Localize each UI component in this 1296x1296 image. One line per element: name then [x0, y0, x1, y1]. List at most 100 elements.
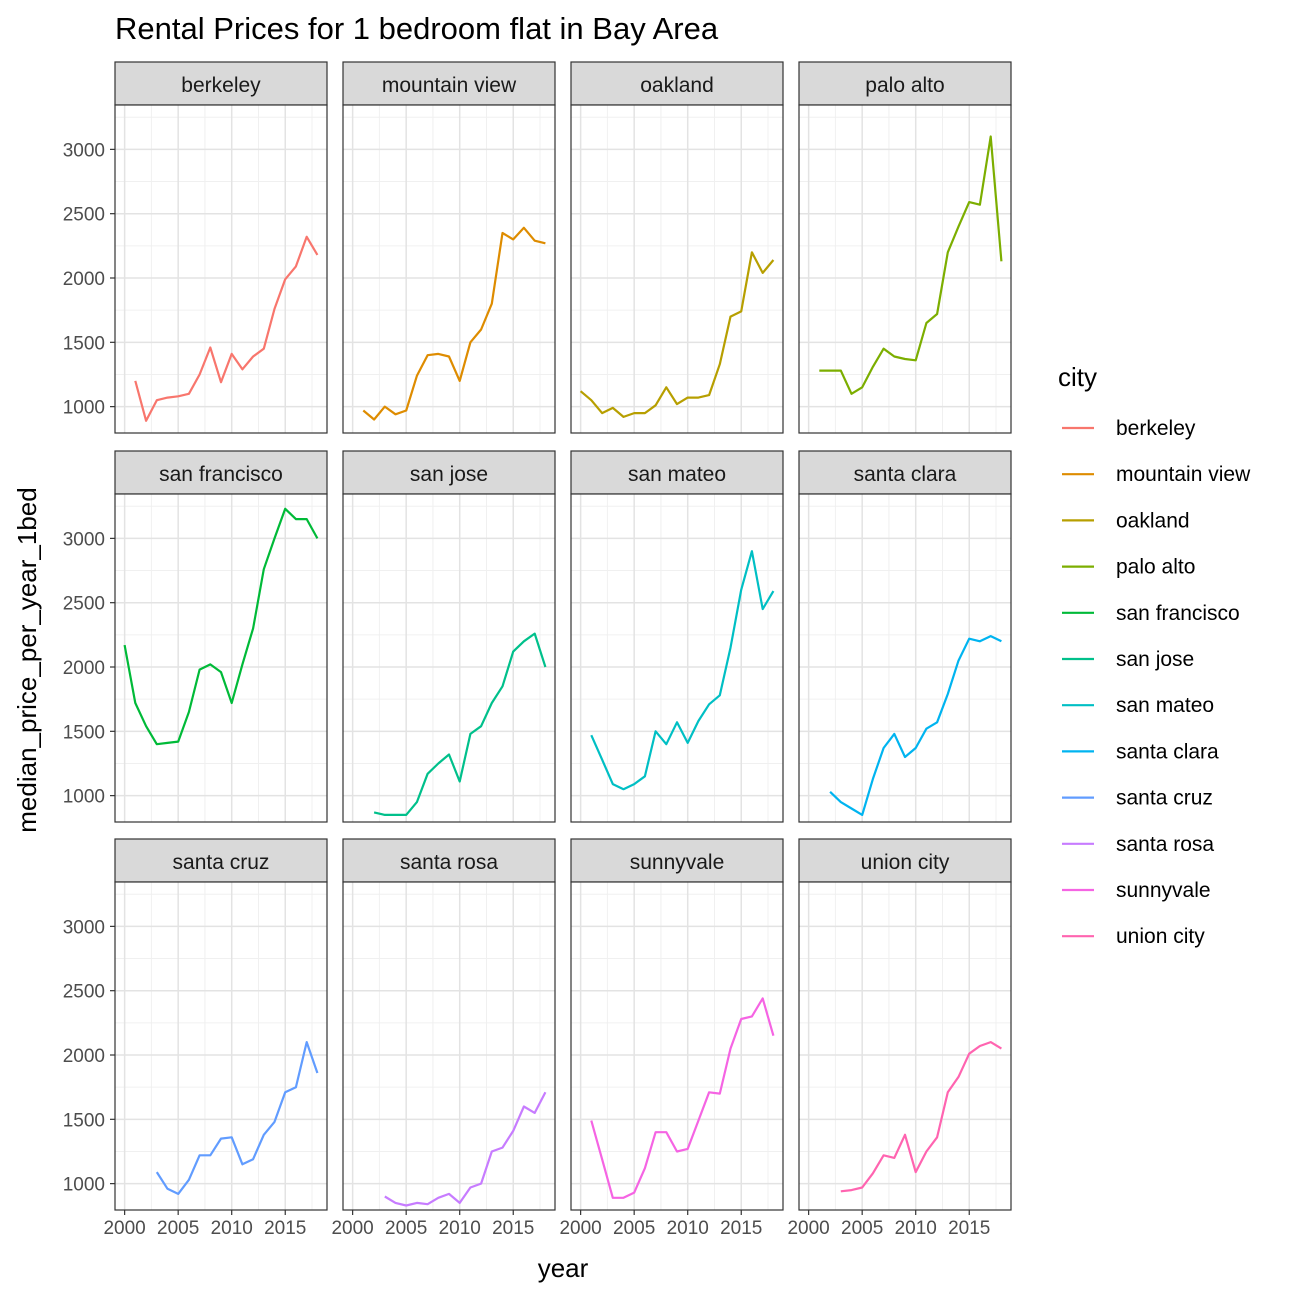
x-tick-label: 2000: [103, 1218, 145, 1239]
panel-background: [115, 105, 327, 433]
legend-label: san jose: [1116, 648, 1194, 671]
x-tick-label: 2015: [264, 1218, 306, 1239]
legend-item-oakland: oakland: [1062, 509, 1190, 532]
legend: city berkeley mountain view oakland palo al…: [1058, 362, 1251, 948]
panel-border: [342, 104, 556, 434]
facet-strip-label: san francisco: [159, 463, 283, 486]
facet-strip-label: santa cruz: [173, 851, 270, 874]
legend-item-berkeley: berkeley: [1062, 417, 1196, 440]
panel-background: [799, 882, 1011, 1210]
x-tick-label: 2010: [211, 1218, 253, 1239]
facet-strip-label: san jose: [410, 463, 488, 486]
panel-background: [571, 494, 783, 822]
y-axis-tick-labels: 1000 1500 2000 2500 3000 1000 1500 2000 2500 3000…: [63, 140, 115, 1196]
x-tick-label: 2010: [439, 1218, 481, 1239]
y-tick-label: 1500: [63, 722, 105, 743]
facet-strip: [342, 450, 556, 495]
x-tick-label: 2000: [787, 1218, 829, 1239]
legend-item-union-city: union city: [1062, 925, 1205, 948]
y-tick-label: 1500: [63, 333, 105, 354]
facet-strip: [570, 838, 784, 883]
legend-label: san francisco: [1116, 602, 1240, 625]
facet-panel-santa-clara: santa clara: [798, 450, 1012, 823]
panel-border: [114, 104, 328, 434]
x-tick-label: 2010: [895, 1218, 937, 1239]
legend-label: union city: [1116, 925, 1205, 948]
facet-strip-label: santa rosa: [400, 851, 498, 874]
facet-panel-oakland: oakland: [570, 61, 784, 434]
series-line-union-city: [840, 1040, 1002, 1193]
series-line-palo-alto: [819, 135, 1003, 395]
panel-background: [115, 494, 327, 822]
legend-item-san-francisco: san francisco: [1062, 602, 1240, 625]
facet-strip: [570, 450, 784, 495]
panel-border: [570, 881, 784, 1211]
panel-background: [343, 882, 555, 1210]
x-tick-label: 2005: [613, 1218, 655, 1239]
panel-background: [571, 105, 783, 433]
facet-strip-label: berkeley: [181, 74, 261, 97]
facet-strip-label: santa clara: [854, 463, 957, 486]
x-axis-title: year: [538, 1253, 589, 1283]
panel-border: [570, 493, 784, 823]
facet-panel-sunnyvale: sunnyvale: [570, 838, 784, 1211]
y-tick-label: 2500: [63, 594, 105, 615]
panel-border: [798, 881, 1012, 1211]
panel-border: [570, 104, 784, 434]
panel-border: [342, 881, 556, 1211]
legend-label: san mateo: [1116, 694, 1214, 717]
chart-title: Rental Prices for 1 bedroom flat in Bay …: [115, 11, 719, 46]
x-tick-label: 2010: [667, 1218, 709, 1239]
panel-border: [114, 881, 328, 1211]
panel-background: [799, 494, 1011, 822]
legend-item-mountain-view: mountain view: [1062, 463, 1251, 486]
legend-label: palo alto: [1116, 556, 1195, 579]
legend-item-santa-clara: santa clara: [1062, 740, 1219, 763]
legend-label: santa cruz: [1116, 787, 1213, 810]
y-tick-label: 1000: [63, 398, 105, 419]
legend-item-santa-rosa: santa rosa: [1062, 833, 1214, 856]
facet-strip: [342, 838, 556, 883]
panel-background: [799, 105, 1011, 433]
panel-background: [343, 494, 555, 822]
series-line-san-jose: [373, 632, 547, 817]
y-tick-label: 3000: [63, 917, 105, 938]
facet-strip: [798, 61, 1012, 106]
x-tick-label: 2005: [841, 1218, 883, 1239]
panel-background: [115, 882, 327, 1210]
facet-strip: [798, 450, 1012, 495]
facet-panels: berkeley mountain view oakland palo alto san…: [114, 61, 1012, 1211]
y-tick-label: 1000: [63, 1175, 105, 1196]
x-axis-tick-labels: 2000 2005 2010 2015 2000 2005 2010 2015 2000 2005…: [103, 1210, 990, 1239]
legend-label: sunnyvale: [1116, 879, 1211, 902]
facet-strip-label: mountain view: [382, 74, 517, 97]
x-tick-label: 2015: [492, 1218, 534, 1239]
series-line-oakland: [579, 251, 775, 418]
y-tick-label: 1500: [63, 1110, 105, 1131]
facet-panel-mountain-view: mountain view: [342, 61, 556, 434]
legend-item-santa-cruz: santa cruz: [1062, 787, 1213, 810]
panel-background: [571, 882, 783, 1210]
panel-border: [342, 493, 556, 823]
legend-item-palo-alto: palo alto: [1062, 556, 1195, 579]
legend-items: berkeley mountain view oakland palo alto san…: [1062, 417, 1251, 948]
facet-strip-label: sunnyvale: [630, 851, 725, 874]
y-tick-label: 2500: [63, 982, 105, 1003]
series-line-santa-cruz: [155, 1040, 319, 1196]
facet-panel-santa-rosa: santa rosa: [342, 838, 556, 1211]
legend-item-sunnyvale: sunnyvale: [1062, 879, 1211, 902]
facet-panel-palo-alto: palo alto: [798, 61, 1012, 434]
panel-background: [343, 105, 555, 433]
y-tick-label: 2000: [63, 269, 105, 290]
facet-strip-label: union city: [861, 851, 950, 874]
legend-label: oakland: [1116, 509, 1190, 532]
legend-item-san-jose: san jose: [1062, 648, 1194, 671]
x-tick-label: 2000: [331, 1218, 373, 1239]
series-line-san-mateo: [590, 550, 775, 791]
legend-title: city: [1058, 362, 1097, 392]
series-line-mountain-view: [362, 226, 546, 421]
legend-label: santa rosa: [1116, 833, 1214, 856]
y-tick-label: 3000: [63, 140, 105, 161]
panel-border: [114, 493, 328, 823]
